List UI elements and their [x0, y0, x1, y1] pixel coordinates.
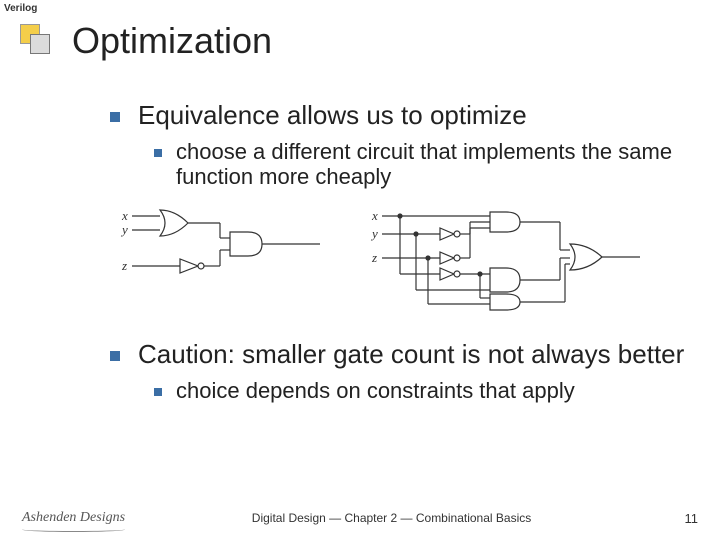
- bullet-1-text: Equivalence allows us to optimize: [138, 100, 527, 131]
- footer-text: Digital Design — Chapter 2 — Combination…: [125, 511, 658, 525]
- bullet-2-1-text: choice depends on constraints that apply: [176, 378, 575, 403]
- bullet-1-1: choose a different circuit that implemen…: [154, 139, 690, 190]
- bullet-2: Caution: smaller gate count is not alway…: [110, 339, 690, 370]
- label-z2: z: [371, 250, 377, 265]
- bullet-1-1-text: choose a different circuit that implemen…: [176, 139, 690, 190]
- page-number: 11: [658, 511, 698, 526]
- bullet-2-1: choice depends on constraints that apply: [154, 378, 690, 403]
- label-y2: y: [370, 226, 378, 241]
- label-y: y: [120, 222, 128, 237]
- content-area: Equivalence allows us to optimize choose…: [110, 100, 690, 409]
- corner-decoration: [20, 24, 52, 56]
- label-x2: x: [371, 208, 378, 223]
- bullet-icon: [154, 388, 162, 396]
- label-z: z: [121, 258, 127, 273]
- circuit-diagram: x y z: [120, 204, 690, 329]
- bullet-icon: [110, 351, 120, 361]
- bullet-icon: [110, 112, 120, 122]
- footer: Ashenden Designs Digital Design — Chapte…: [0, 510, 720, 526]
- bullet-2-text: Caution: smaller gate count is not alway…: [138, 339, 684, 370]
- bullet-icon: [154, 149, 162, 157]
- label-x: x: [121, 208, 128, 223]
- bullet-1: Equivalence allows us to optimize: [110, 100, 690, 131]
- slide-title: Optimization: [72, 20, 272, 62]
- logo: Ashenden Designs: [22, 510, 125, 526]
- verilog-tag: Verilog: [4, 3, 37, 14]
